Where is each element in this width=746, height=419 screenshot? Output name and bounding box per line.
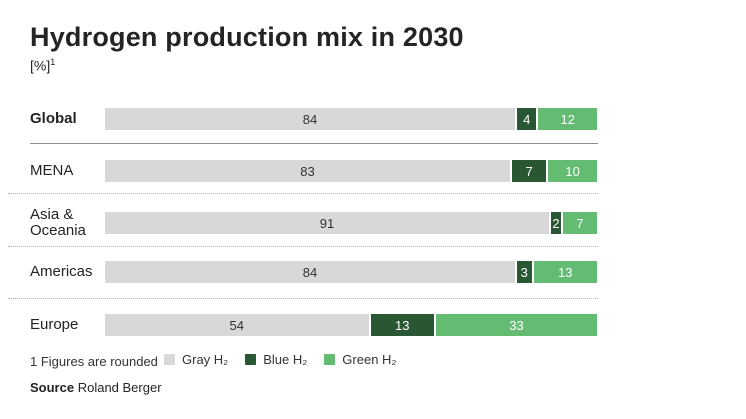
bar-segment-gray: 91 bbox=[105, 212, 550, 234]
chart-row: Americas 84 3 13 bbox=[0, 261, 746, 283]
bar-segment-blue: 3 bbox=[516, 261, 532, 283]
bar-segment-blue: 4 bbox=[516, 108, 537, 130]
chart-row: Europe 54 13 33 bbox=[0, 314, 746, 336]
legend-item-gray: Gray H₂ bbox=[164, 352, 228, 367]
legend-label: Gray H₂ bbox=[182, 352, 229, 367]
divider-dotted bbox=[8, 193, 598, 194]
bar-track: 84 3 13 bbox=[105, 261, 597, 283]
chart-row: Asia & Oceania 91 2 7 bbox=[0, 205, 746, 239]
bar-track: 54 13 33 bbox=[105, 314, 597, 336]
bar-segment-gray: 84 bbox=[105, 108, 515, 130]
bar-segment-green: 12 bbox=[538, 108, 597, 130]
legend-swatch-blue bbox=[245, 354, 257, 365]
bar-segment-blue: 7 bbox=[512, 160, 547, 182]
category-label: Asia & Oceania bbox=[30, 205, 86, 239]
page-title: Hydrogen production mix in 2030 bbox=[30, 22, 464, 52]
bar-segment-gray: 84 bbox=[105, 261, 515, 283]
bar-segment-gray: 83 bbox=[105, 160, 511, 182]
bar-segment-gray: 54 bbox=[105, 314, 369, 336]
footnote-marker: 1 bbox=[50, 57, 56, 67]
chart-row: Global 84 4 12 bbox=[0, 108, 746, 130]
source-text: Roland Berger bbox=[77, 380, 162, 395]
divider-solid bbox=[30, 143, 598, 144]
unit-label: [%]1 bbox=[30, 57, 55, 74]
bar-track: 84 4 12 bbox=[105, 108, 597, 130]
legend-item-blue: Blue H₂ bbox=[245, 352, 307, 367]
bar-track: 91 2 7 bbox=[105, 212, 597, 234]
legend-item-green: Green H₂ bbox=[324, 352, 396, 367]
bar-segment-green: 13 bbox=[533, 261, 597, 283]
legend-swatch-green bbox=[324, 354, 336, 365]
footnote: 1 Figures are rounded bbox=[30, 354, 158, 369]
bar-segment-green: 7 bbox=[562, 212, 597, 234]
legend: Gray H₂ Blue H₂ Green H₂ bbox=[164, 352, 396, 367]
source-line: Source Roland Berger bbox=[30, 380, 162, 395]
divider-dotted bbox=[8, 298, 598, 299]
bar-track: 83 7 10 bbox=[105, 160, 597, 182]
legend-swatch-gray bbox=[164, 354, 175, 365]
bar-segment-green: 10 bbox=[548, 160, 597, 182]
divider-dotted bbox=[8, 246, 598, 247]
category-label: MENA bbox=[30, 161, 74, 179]
category-label: Europe bbox=[30, 315, 79, 333]
category-label: Global bbox=[30, 109, 77, 127]
bar-segment-green: 33 bbox=[435, 314, 597, 336]
category-label: Americas bbox=[30, 262, 93, 280]
legend-label: Green H₂ bbox=[342, 352, 397, 367]
bar-segment-blue: 2 bbox=[551, 212, 561, 234]
bar-segment-blue: 13 bbox=[370, 314, 434, 336]
chart-row: MENA 83 7 10 bbox=[0, 160, 746, 182]
unit-text: [%] bbox=[30, 57, 51, 74]
source-label: Source bbox=[30, 380, 75, 395]
legend-label: Blue H₂ bbox=[263, 352, 308, 367]
